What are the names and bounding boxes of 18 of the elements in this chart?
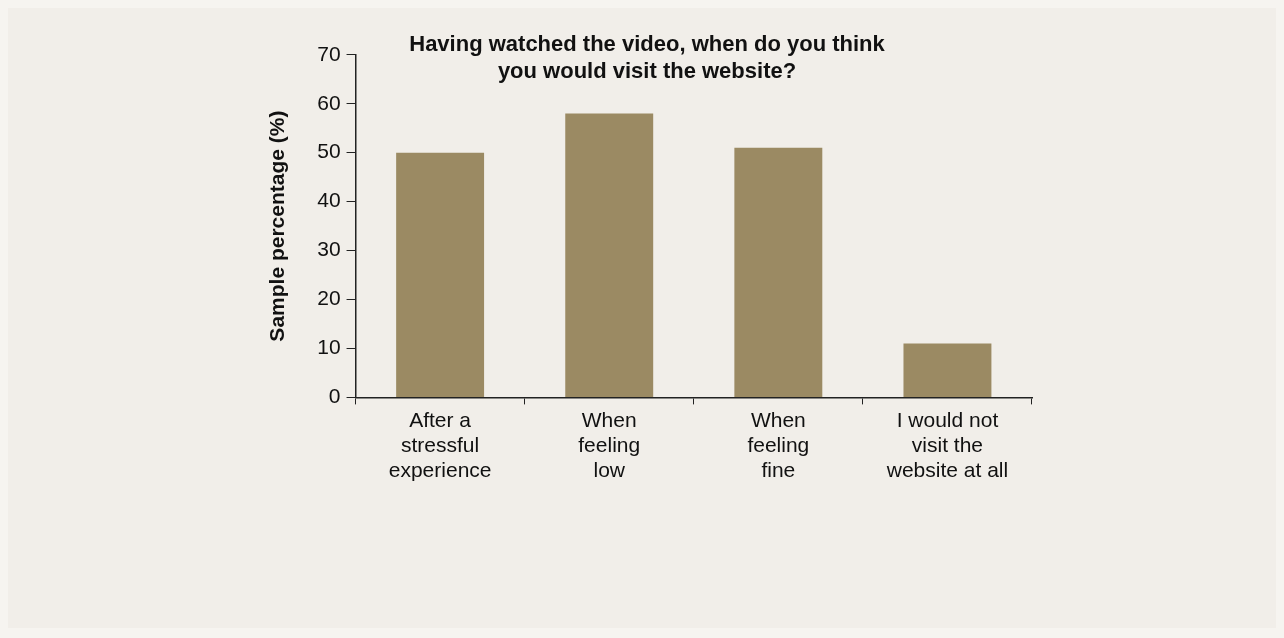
- x-tick-label: I would not visit the website at all: [885, 407, 1009, 482]
- y-tick-label: 50: [317, 139, 341, 163]
- y-tick-label: 40: [317, 188, 341, 212]
- x-tick-label: After a stressful experience: [388, 407, 492, 482]
- bar: [565, 113, 654, 397]
- bar: [903, 343, 992, 397]
- y-tick-label: 0: [328, 384, 341, 408]
- y-tick-label: 30: [317, 237, 341, 261]
- chart-title: Having watched the video, when do you think you would visit the website?: [409, 31, 886, 83]
- y-tick-label: 20: [317, 286, 341, 310]
- bar: [734, 147, 823, 397]
- y-tick-label: 10: [317, 335, 341, 359]
- x-tick-label: When feeling fine: [747, 407, 810, 482]
- y-tick-label: 60: [317, 90, 341, 114]
- bar: [396, 152, 485, 397]
- y-axis-title: Sample percentage (%): [265, 110, 289, 342]
- y-tick-label: 70: [317, 41, 341, 65]
- x-tick-label: When feeling low: [578, 407, 641, 482]
